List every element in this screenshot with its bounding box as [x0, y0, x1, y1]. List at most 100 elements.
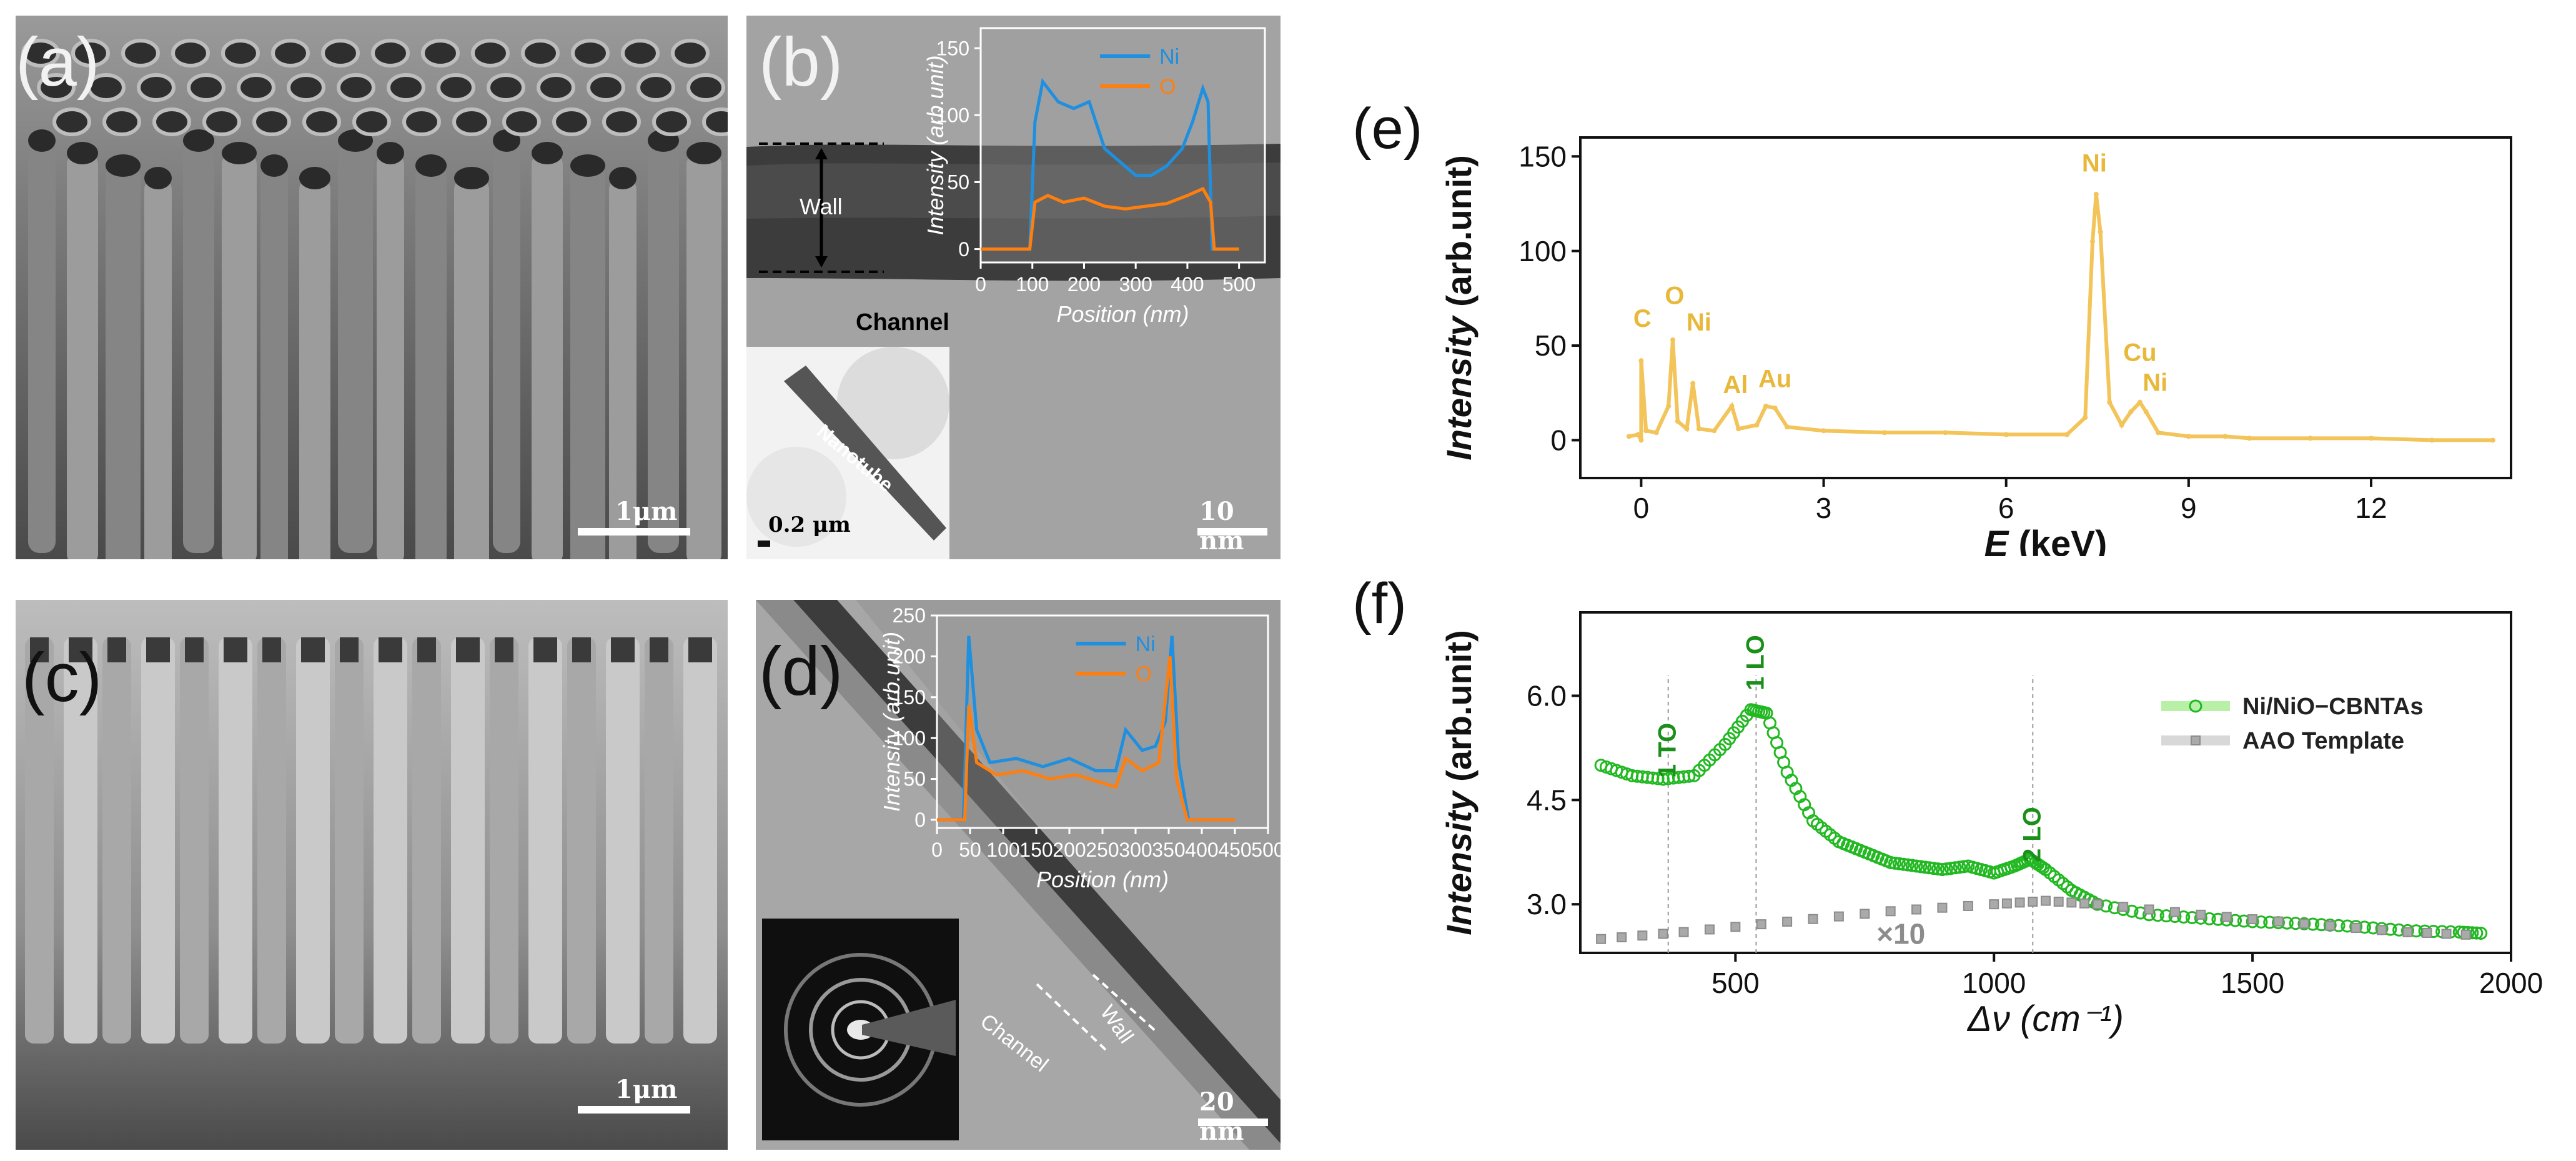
nanotube-opening: [340, 637, 359, 662]
pore-opening: [121, 39, 160, 67]
pore-opening: [437, 73, 475, 102]
eds-data-point: [2429, 437, 2435, 443]
raman-point-aao: [1885, 906, 1896, 917]
eds-data-point: [2137, 399, 2143, 405]
peak-label: Ni: [2082, 150, 2107, 177]
pore-opening: [321, 39, 360, 67]
raman-point-cbntas: [1927, 862, 1941, 875]
x-tick-label: 150: [1019, 839, 1053, 861]
x-tick-label: 6: [1998, 492, 2014, 524]
raman-point-aao: [1637, 930, 1648, 941]
nanotube-opening: [301, 637, 325, 662]
y-tick-label: 0: [914, 809, 926, 831]
raman-point-cbntas: [1682, 769, 1696, 783]
nanotube-shape: [102, 637, 131, 1044]
nanotube-shape: [454, 178, 489, 559]
series-line-o: [981, 186, 1239, 251]
pore-opening: [637, 73, 675, 102]
eds-data-point: [2128, 409, 2134, 415]
nanotube-opening: [144, 167, 172, 189]
eds-data-point: [1670, 337, 1676, 342]
pore-opening: [187, 73, 225, 102]
panel-label-b: (b): [759, 24, 843, 101]
y-tick-label: 150: [1518, 140, 1567, 172]
nanotube-opening: [377, 142, 404, 164]
nanotube-opening: [379, 637, 402, 662]
scale-factor-label: ×10: [1876, 918, 1925, 950]
eds-data-point: [2307, 436, 2313, 441]
nanotube-shape: [296, 637, 330, 1044]
axes-frame: [1579, 611, 2512, 954]
pore-opening: [652, 107, 691, 136]
panel-label-f: (f): [1352, 572, 1407, 635]
nanotube-shape: [490, 637, 518, 1044]
nanotube-opening: [299, 167, 330, 189]
panel-b-tem-image: (b) Wall Channel Nanotube 0.2 μm 10 nm 0…: [746, 16, 1281, 559]
raman-point-aao: [2221, 912, 2232, 922]
x-tick-label: 200: [1068, 273, 1101, 296]
pore-opening: [52, 107, 91, 136]
mode-label: 2 LO: [2018, 807, 2046, 862]
nanotube-shape: [338, 141, 373, 553]
nanotube-shape: [180, 637, 209, 1044]
inset-scale-b: 0.2 μm: [768, 512, 851, 537]
eds-spectrum-line: [1628, 194, 2493, 442]
raman-point-aao: [2053, 896, 2064, 907]
nanotube-opening: [185, 637, 204, 662]
raman-point-cbntas: [1896, 857, 1910, 871]
nanotube-shape: [260, 166, 288, 559]
nanotube-shape: [528, 637, 562, 1044]
series-line-ni: [981, 77, 1239, 251]
raman-point-cbntas: [1910, 859, 1923, 873]
nanotube-shape: [570, 166, 605, 559]
pore-opening: [421, 39, 460, 67]
raman-point-cbntas: [1918, 860, 1932, 874]
nanotube-shape: [645, 637, 673, 1044]
eds-data-point: [1696, 426, 1702, 432]
mode-label: 1 LO: [1741, 635, 1769, 690]
raman-point-aao: [1782, 916, 1793, 927]
nanotube-shape: [609, 178, 637, 559]
nanotube-opening: [107, 637, 126, 662]
raman-point-aao: [1963, 900, 1973, 911]
pore-opening: [702, 107, 728, 136]
pore-opening: [102, 107, 141, 136]
nanotube-shape: [222, 153, 257, 559]
legend-label-o: O: [1136, 662, 1152, 686]
peak-label: Al: [1723, 371, 1748, 399]
panel-label-c: (c): [22, 639, 102, 716]
x-tick-label: 300: [1119, 839, 1152, 861]
pore-opening: [237, 73, 275, 102]
x-tick-label: 350: [1152, 839, 1185, 861]
nanotube-opening: [688, 637, 712, 662]
pore-opening: [686, 73, 725, 102]
eds-data-point: [1643, 428, 1649, 434]
nanotube-shape: [25, 637, 54, 1044]
eds-data-point: [1736, 426, 1741, 432]
pore-opening: [37, 73, 76, 102]
eds-data-point: [1638, 437, 1644, 443]
raman-point-cbntas: [2297, 917, 2311, 930]
nanotube-opening: [69, 637, 92, 662]
pore-opening: [337, 73, 375, 102]
raman-point-aao: [2014, 897, 2025, 908]
raman-point-aao: [1911, 904, 1922, 915]
panel-label-a: (a): [16, 24, 100, 101]
x-tick-label: 1000: [1962, 967, 2026, 999]
line-profile-chart-d: 0 50 100 150 200 250 300 350 400 450 5000501001502…: [879, 604, 1281, 892]
raman-point-cbntas: [1901, 858, 1915, 872]
eds-data-point: [1675, 419, 1680, 424]
y-tick-label: 50: [903, 768, 926, 790]
eds-data-point: [2089, 239, 2095, 244]
eds-data-point: [2093, 191, 2099, 197]
raman-point-cbntas: [2091, 897, 2104, 911]
raman-point-aao: [1808, 914, 1818, 924]
pore-opening: [21, 39, 60, 67]
peak-label: Au: [1758, 366, 1791, 393]
raman-point-aao: [2247, 914, 2258, 925]
nanotube-opening: [454, 167, 489, 189]
nanotube-shape: [28, 141, 56, 553]
line-profile-chart-b: 0 100 200 300 400 500 0 50 100 150 Ni O Position (nm…: [923, 27, 1266, 327]
pore-opening: [452, 107, 491, 136]
x-tick-label: 400: [1185, 839, 1218, 861]
